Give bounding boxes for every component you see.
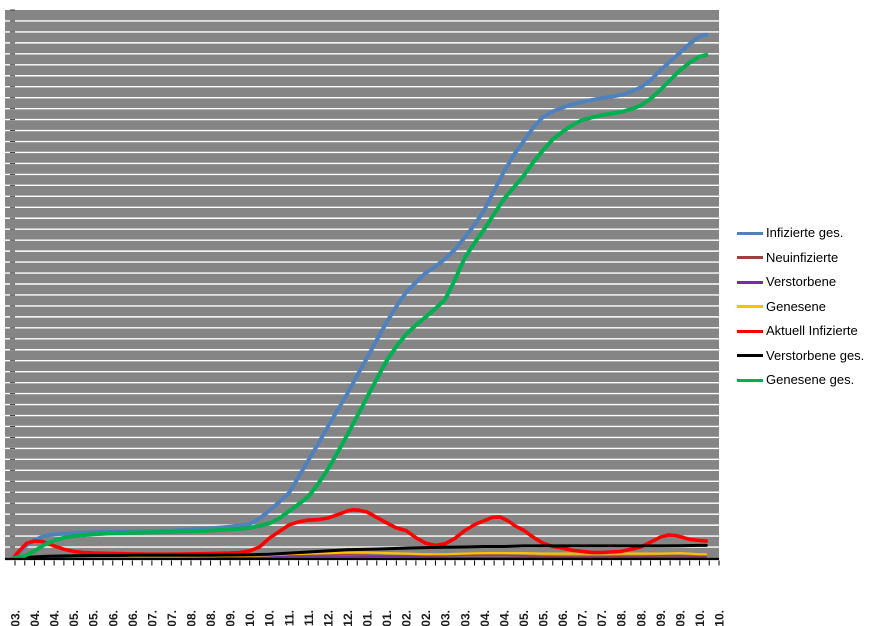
- x-axis-label[interactable]: 18.10.: [263, 610, 277, 626]
- legend-item[interactable]: Genesene: [737, 298, 864, 314]
- x-axis-label[interactable]: 11.06.: [106, 610, 120, 626]
- x-axis-label[interactable]: 22.01.: [380, 610, 394, 626]
- x-axis-label[interactable]: 03.09.: [654, 610, 668, 626]
- x-axis-label[interactable]: 23.02.: [419, 610, 433, 626]
- legend-swatch-icon: [737, 329, 763, 333]
- legend-label: Verstorbene: [766, 274, 837, 289]
- x-axis-label[interactable]: 30.05.: [537, 610, 551, 626]
- legend-swatch-icon: [737, 305, 763, 308]
- x-axis-label[interactable]: 10.05.: [67, 610, 81, 626]
- x-axis-label[interactable]: 17.07.: [595, 610, 609, 626]
- legend-label: Genesene: [766, 298, 826, 314]
- x-axis-label[interactable]: 30.07.: [165, 610, 179, 626]
- x-axis-label[interactable]: 28.06.: [126, 610, 140, 626]
- series-line-aktuell-infizierte[interactable]: [13, 507, 709, 558]
- x-axis-label[interactable]: 19.11.: [302, 610, 316, 626]
- x-axis-label[interactable]: 15.08.: [185, 610, 199, 626]
- x-axis-label[interactable]: 02.10.: [243, 610, 257, 626]
- legend-swatch-icon: [737, 256, 763, 259]
- x-axis-label[interactable]: 27.03.: [458, 610, 472, 626]
- legend-item[interactable]: Genesene ges.: [737, 372, 864, 387]
- x-axis-label[interactable]: 31.08.: [204, 610, 218, 626]
- x-axis-label[interactable]: 11.03.: [439, 610, 453, 626]
- x-axis-label[interactable]: 14.07.: [145, 610, 159, 626]
- legend-label: Verstorbene ges.: [766, 347, 865, 363]
- legend-label: Neuinfizierte: [766, 249, 839, 265]
- x-axis-label[interactable]: 19.09.: [673, 610, 687, 626]
- series-line-verstorbene[interactable]: [14, 556, 708, 559]
- x-axis-label[interactable]: 02.08.: [615, 610, 629, 626]
- x-axis-label[interactable]: 06.01.: [361, 610, 375, 626]
- x-axis-label[interactable]: 05.10.: [693, 610, 707, 626]
- x-axis-label[interactable]: 14.05.: [517, 610, 531, 626]
- x-axis-label[interactable]: 16.09.: [224, 610, 238, 626]
- legend-swatch-icon: [737, 378, 763, 382]
- legend-item[interactable]: Aktuell Infizierte: [737, 323, 864, 338]
- legend-item[interactable]: Verstorbene ges.: [737, 347, 865, 363]
- x-axis-label[interactable]: 08.04.: [28, 610, 42, 626]
- legend: Infizierte ges. Neuinfizierte Verstorbene G…: [737, 225, 865, 399]
- legend-label: Infizierte ges.: [766, 225, 844, 240]
- x-axis-label[interactable]: 28.04.: [497, 610, 511, 626]
- x-axis-label[interactable]: 12.04.: [478, 610, 492, 626]
- legend-swatch-icon: [737, 280, 763, 284]
- legend-swatch-icon: [737, 231, 763, 235]
- series-line-verstorbene-ges[interactable]: [13, 543, 708, 560]
- legend-swatch-icon: [737, 354, 763, 357]
- x-axis-label[interactable]: 21.10.: [713, 610, 727, 626]
- x-axis-label[interactable]: 26.05.: [87, 610, 101, 626]
- x-axis-label[interactable]: 07.02.: [400, 610, 414, 626]
- x-axis-label[interactable]: 21.12.: [341, 610, 355, 626]
- series-line-genesene-ges[interactable]: [13, 52, 709, 560]
- legend-item[interactable]: Neuinfizierte: [737, 249, 864, 265]
- x-axis-label[interactable]: 15.06.: [556, 610, 570, 626]
- x-axis-label[interactable]: 23.03.: [9, 610, 23, 626]
- x-axis-label[interactable]: 05.12.: [321, 610, 335, 626]
- x-axis-label[interactable]: 24.04.: [48, 610, 62, 626]
- legend-label: Aktuell Infizierte: [766, 323, 858, 338]
- x-axis-label[interactable]: 03.11.: [282, 610, 296, 626]
- x-axis-label[interactable]: 18.08.: [634, 610, 648, 626]
- legend-item[interactable]: Verstorbene: [737, 274, 864, 289]
- legend-label: Genesene ges.: [766, 372, 855, 387]
- x-axis-label[interactable]: 01.07.: [576, 610, 590, 626]
- legend-item[interactable]: Infizierte ges.: [737, 225, 864, 240]
